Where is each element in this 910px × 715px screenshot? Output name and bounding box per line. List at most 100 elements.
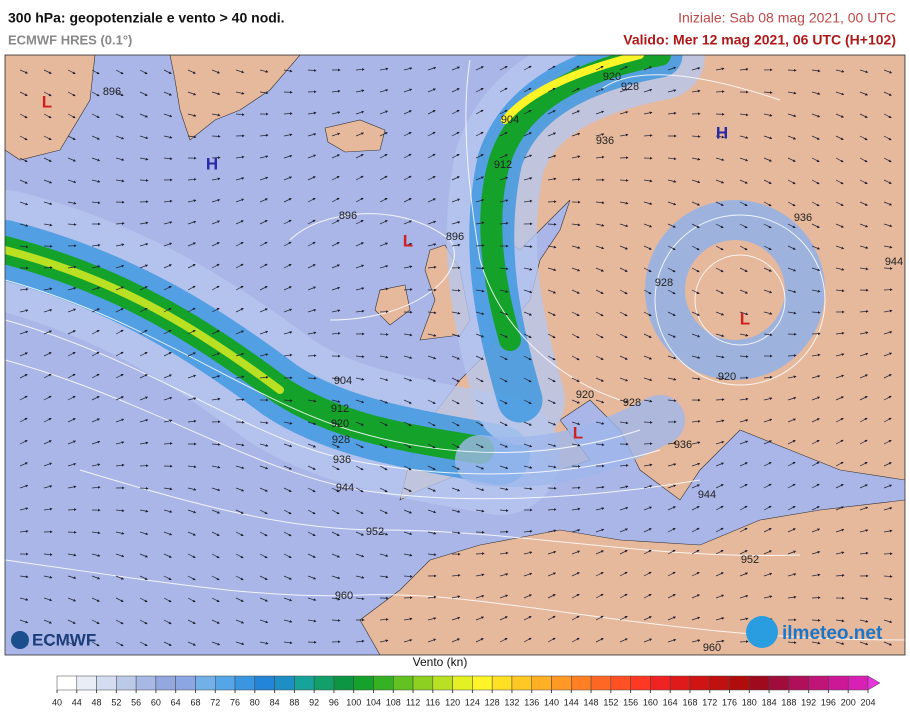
colorbar-bin (57, 676, 77, 690)
contour-label: 944 (336, 482, 354, 494)
contour-label: 960 (703, 642, 721, 654)
colorbar-bin (156, 676, 176, 690)
logo-text: ECMWF (32, 630, 96, 649)
colorbar-tick-label: 48 (92, 697, 102, 707)
colorbar-tick-label: 92 (309, 697, 319, 707)
colorbar-arrow (868, 676, 880, 690)
colorbar-bin (789, 676, 809, 690)
colorbar-tick-label: 160 (643, 697, 658, 707)
colorbar-bin (769, 676, 789, 690)
colorbar-tick-label: 72 (210, 697, 220, 707)
contour-label: 920 (576, 389, 594, 401)
pressure-center: L (573, 423, 583, 442)
colorbar-bin (828, 676, 848, 690)
legend-title: Vento (kn) (413, 655, 468, 669)
colorbar-bin (571, 676, 591, 690)
contour-label: 928 (623, 397, 641, 409)
colorbar-bin (433, 676, 453, 690)
colorbar-tick-label: 144 (564, 697, 579, 707)
contour-label: 896 (446, 231, 464, 243)
colorbar-bin (552, 676, 572, 690)
colorbar-tick-label: 148 (584, 697, 599, 707)
contour-label: 952 (366, 526, 384, 538)
colorbar-bin (848, 676, 868, 690)
colorbar-bin (97, 676, 117, 690)
pressure-center: L (42, 92, 52, 111)
colorbar-bin (690, 676, 710, 690)
colorbar-bin (453, 676, 473, 690)
contour-label: 896 (103, 86, 121, 98)
contour-label: 912 (331, 403, 349, 415)
colorbar-bin (275, 676, 295, 690)
colorbar-bin (294, 676, 314, 690)
colorbar-tick-label: 180 (742, 697, 757, 707)
colorbar-bin (650, 676, 670, 690)
colorbar-tick-label: 164 (663, 697, 678, 707)
colorbar-bin (373, 676, 393, 690)
logo-icon (746, 616, 778, 648)
colorbar-bin (136, 676, 156, 690)
colorbar-bin (631, 676, 651, 690)
colorbar-tick-label: 204 (860, 697, 875, 707)
colorbar-bin (670, 676, 690, 690)
colorbar-tick-label: 68 (190, 697, 200, 707)
colorbar-bin (215, 676, 235, 690)
colorbar-tick-label: 152 (603, 697, 618, 707)
colorbar-tick-label: 140 (544, 697, 559, 707)
contour-label: 920 (331, 418, 349, 430)
contour-label: 896 (339, 210, 357, 222)
colorbar-tick-label: 104 (366, 697, 381, 707)
contour-label: 928 (332, 434, 350, 446)
colorbar-bin (354, 676, 374, 690)
colorbar-tick-label: 136 (524, 697, 539, 707)
colorbar-tick-label: 120 (445, 697, 460, 707)
colorbar-tick-label: 96 (329, 697, 339, 707)
logo-icon (11, 631, 29, 649)
colorbar-bin (532, 676, 552, 690)
contour-label: 928 (655, 277, 673, 289)
colorbar-tick-label: 80 (250, 697, 260, 707)
contour-label: 936 (674, 439, 692, 451)
colorbar-tick-label: 156 (623, 697, 638, 707)
contour-label: 904 (334, 375, 352, 387)
colorbar-tick-label: 124 (465, 697, 480, 707)
pressure-center: L (403, 231, 413, 250)
colorbar-tick-label: 172 (702, 697, 717, 707)
colorbar-bin (255, 676, 275, 690)
colorbar-tick-label: 200 (841, 697, 856, 707)
colorbar-tick-label: 108 (386, 697, 401, 707)
contour-label: 928 (621, 81, 639, 93)
colorbar-bin (195, 676, 215, 690)
colorbar-bin (77, 676, 97, 690)
colorbar-bin (591, 676, 611, 690)
contour-label: 944 (885, 256, 903, 268)
colorbar-tick-label: 116 (426, 697, 440, 707)
colorbar-bin (809, 676, 829, 690)
colorbar-bin (116, 676, 136, 690)
colorbar-tick-label: 184 (762, 697, 777, 707)
contour-label: 936 (333, 454, 351, 466)
contour-label: 920 (603, 71, 621, 83)
map: 8968968969049129209289369369289209209289… (5, 55, 905, 655)
colorbar-bin (314, 676, 334, 690)
contour-label: 912 (494, 159, 512, 171)
colorbar-tick-label: 176 (722, 697, 737, 707)
colorbar-tick-label: 100 (346, 697, 361, 707)
contour-label: 960 (335, 590, 353, 602)
pressure-center: H (206, 154, 218, 173)
contour-label: 952 (741, 554, 759, 566)
colorbar-bin (393, 676, 413, 690)
colorbar-bin (611, 676, 631, 690)
title: 300 hPa: geopotenziale e vento > 40 nodi… (8, 10, 285, 26)
pressure-center: H (716, 123, 728, 142)
colorbar-tick-label: 56 (131, 697, 141, 707)
colorbar-bin (472, 676, 492, 690)
logo-text: ilmeteo.net (782, 623, 883, 644)
colorbar-tick-label: 188 (781, 697, 796, 707)
contour-label: 936 (794, 212, 812, 224)
colorbar-bin (749, 676, 769, 690)
colorbar-bin (235, 676, 255, 690)
colorbar-tick-label: 192 (801, 697, 816, 707)
